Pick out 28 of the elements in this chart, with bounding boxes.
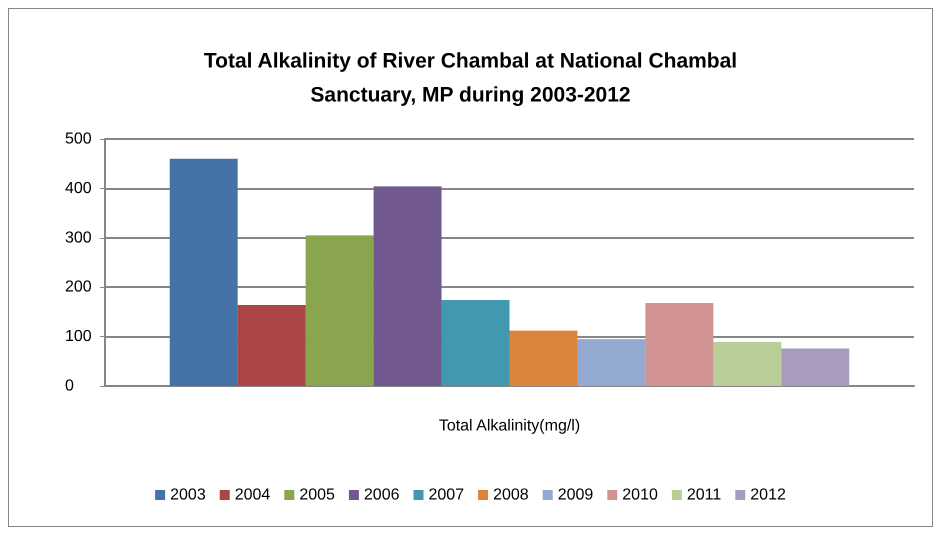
y-tick-label: 200 [65, 278, 92, 296]
bar [238, 304, 306, 386]
legend-label: 2004 [234, 486, 270, 504]
legend-label: 2005 [299, 486, 336, 504]
y-tick-label: 500 [65, 130, 92, 148]
x-tick-label: Total Alkalinity(mg/l) [438, 418, 580, 434]
y-tick-label: 0 [65, 378, 74, 394]
legend-label: 2010 [622, 486, 658, 504]
bar [713, 342, 782, 386]
legend-label: 2003 [170, 486, 206, 504]
bar [306, 235, 374, 386]
bar [781, 348, 850, 386]
legend-label: 2011 [686, 486, 722, 504]
bar [170, 158, 238, 386]
bar [645, 303, 714, 386]
legend-label: 2006 [364, 486, 400, 504]
bar [442, 300, 510, 386]
bar [374, 186, 442, 386]
y-tick-label: 100 [65, 328, 92, 346]
chart-title: Total Alkalinity of River Chambal at National Chambal Sanctuary, MP during 2003-2012 [204, 50, 738, 106]
bar [577, 339, 646, 386]
y-tick-label: 300 [65, 229, 92, 246]
legend-label: 2008 [493, 486, 529, 504]
legend-label: 2007 [428, 486, 464, 504]
legend-label: 2012 [750, 486, 786, 504]
bar [510, 330, 578, 386]
y-tick-label: 400 [65, 180, 92, 197]
legend-label: 2009 [558, 486, 594, 504]
